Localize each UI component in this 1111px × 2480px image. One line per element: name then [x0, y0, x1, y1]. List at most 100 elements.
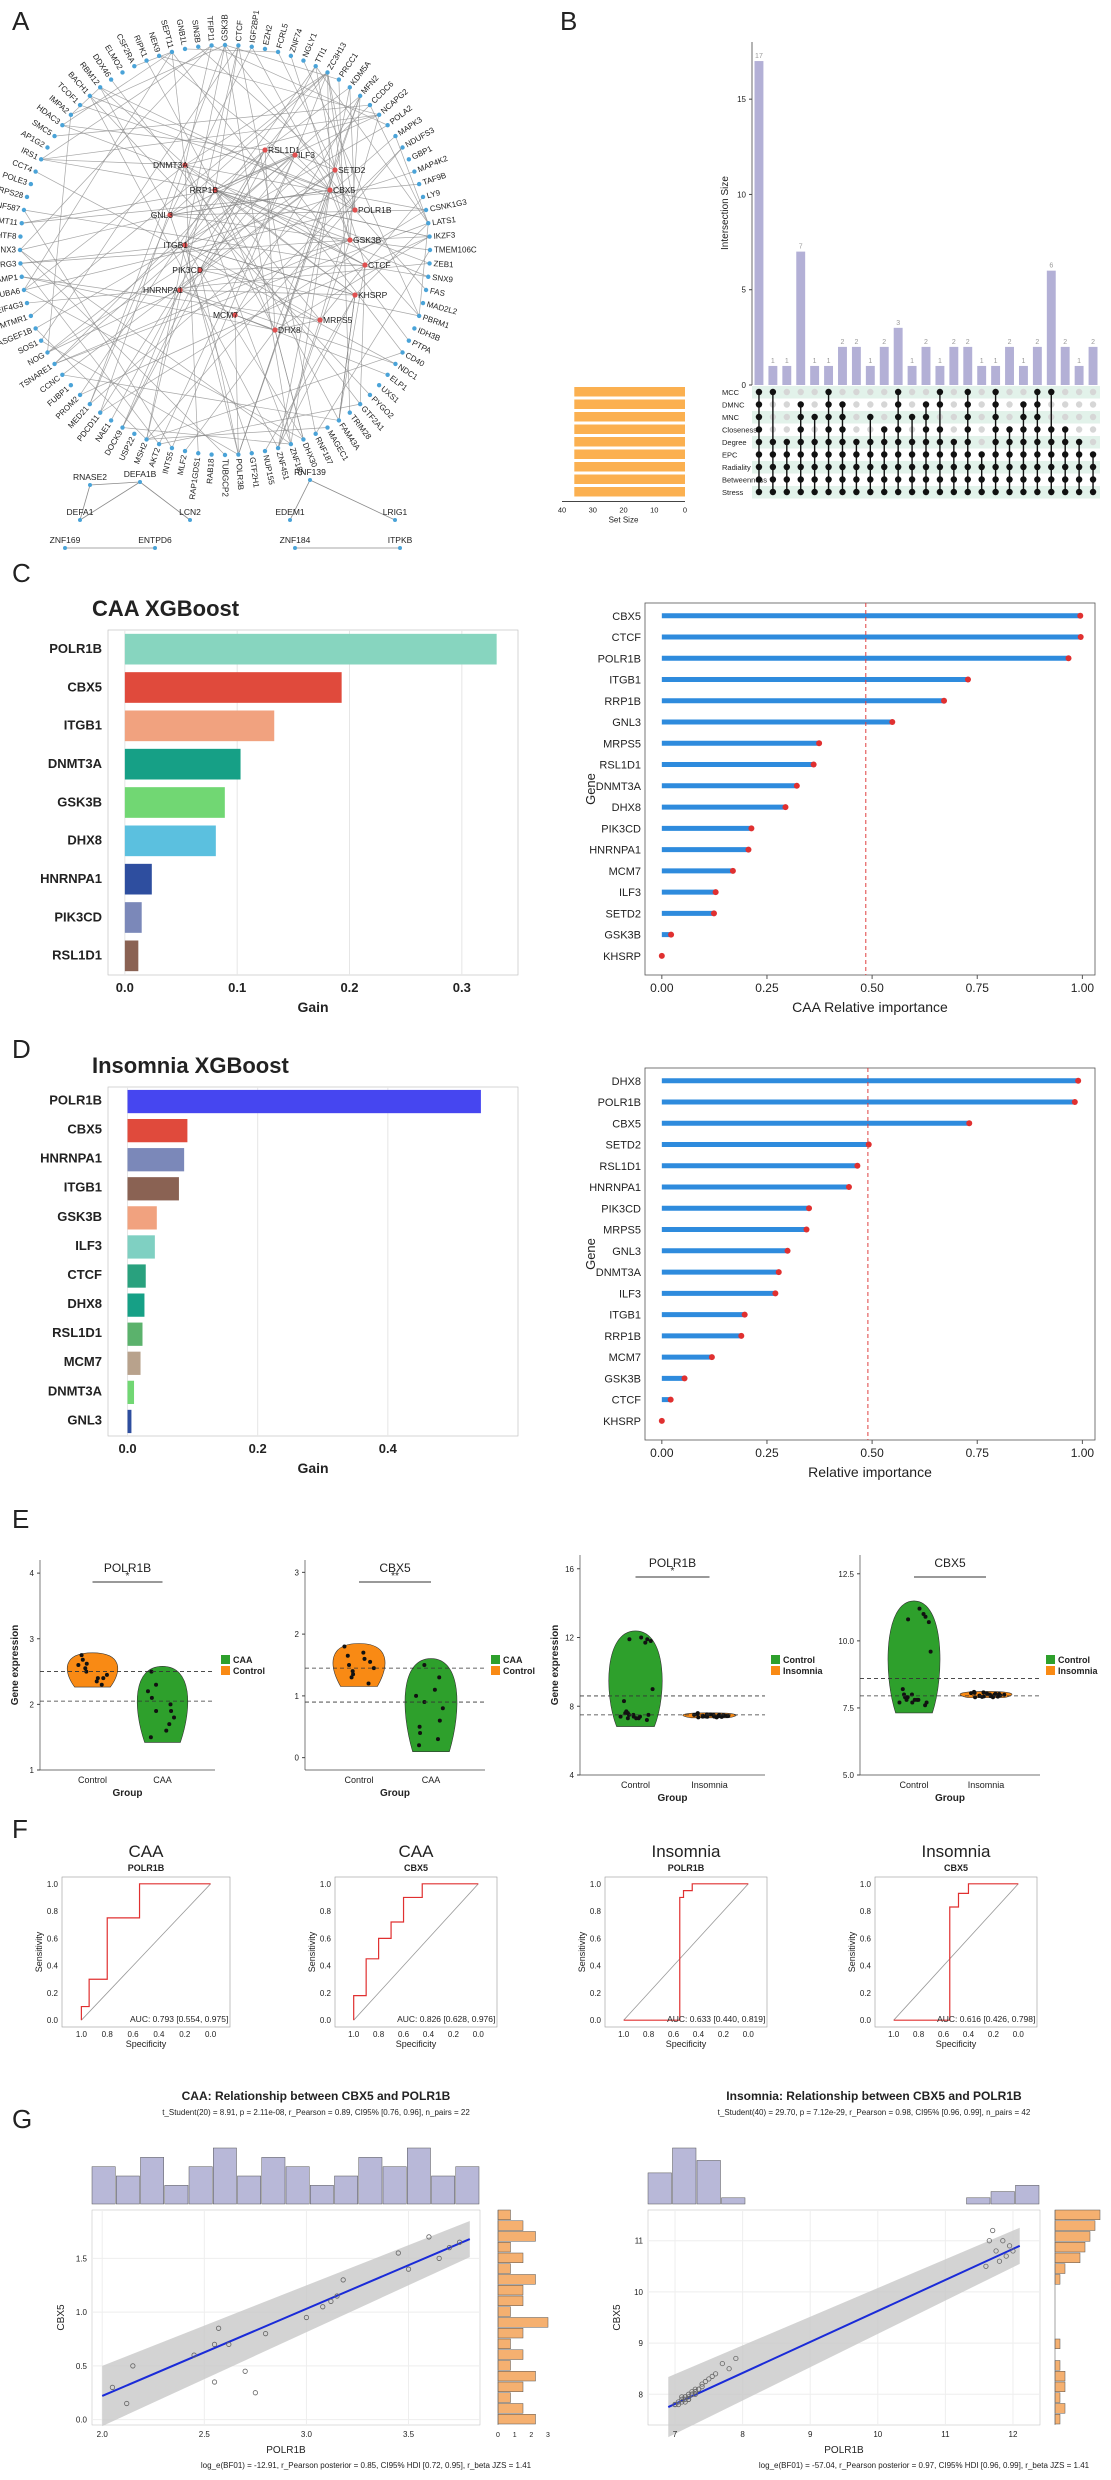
significance-label: *: [126, 1571, 130, 1582]
network-edge: [184, 45, 212, 166]
network-node: [52, 361, 57, 367]
network-node-label: DEFA1: [67, 507, 94, 517]
matrix-dot-filled: [1034, 426, 1041, 433]
gene-label: SETD2: [606, 908, 641, 920]
data-point: [342, 1644, 347, 1649]
network-edge: [264, 149, 276, 331]
group-tick-label: Control: [344, 1775, 373, 1785]
violin-body: [67, 1652, 118, 1688]
network-node: [188, 518, 192, 522]
data-point: [969, 1691, 974, 1696]
data-point: [672, 2401, 678, 2408]
network-edge: [238, 45, 317, 434]
matrix-dot-filled: [797, 488, 804, 496]
network-edge: [171, 51, 403, 353]
data-point: [440, 1706, 445, 1711]
data-point: [644, 1718, 649, 1722]
network-node-label: RAP1GDS1: [188, 456, 203, 500]
network-edge: [70, 87, 101, 116]
y-tick-label: 3: [30, 1635, 35, 1644]
matrix-dot-filled: [881, 488, 888, 496]
matrix-dot-filled: [867, 488, 874, 496]
network-node-label: TFIP11: [205, 16, 216, 43]
network-edge: [89, 95, 371, 396]
chart-title: Insomnia: [922, 1842, 992, 1861]
matrix-dot-empty: [783, 413, 790, 421]
lollipop-dot: [782, 804, 789, 811]
matrix-dot-filled: [825, 463, 832, 471]
data-point: [621, 1699, 626, 1704]
matrix-dot-filled: [825, 438, 832, 446]
network-node-label: ZNF74: [288, 27, 305, 54]
matrix-dot-filled: [769, 476, 777, 483]
data-point: [631, 1712, 636, 1717]
gene-label: HNRNPA1: [589, 845, 641, 857]
y-tick-label: 15: [737, 95, 746, 104]
category-label: DNMT3A: [48, 1383, 103, 1398]
gain-bar: [124, 825, 216, 857]
marginal-hist-bar-side: [1054, 2360, 1061, 2371]
network-edge: [184, 244, 304, 440]
matrix-dot-filled: [1089, 476, 1097, 483]
network-edge: [158, 154, 296, 445]
data-point: [252, 2390, 258, 2396]
network-edge: [277, 319, 321, 449]
matrix-dot-filled: [894, 488, 902, 496]
data-point: [706, 2376, 712, 2382]
matrix-dot-filled: [1006, 451, 1013, 458]
intersection-bar: [782, 365, 792, 385]
network-edge: [234, 314, 388, 376]
matrix-dot-empty: [1075, 413, 1083, 421]
gene-label: CTCF: [612, 1395, 642, 1407]
data-point: [154, 1682, 159, 1687]
gain-bar: [127, 1235, 155, 1259]
set-size-bar: [574, 487, 685, 497]
matrix-dot-filled: [755, 476, 763, 483]
data-point: [639, 1635, 644, 1640]
network-edge: [99, 149, 266, 413]
data-point: [422, 1663, 427, 1667]
matrix-dot-filled: [825, 488, 832, 496]
network-edge: [100, 209, 427, 413]
matrix-dot-filled: [894, 388, 902, 396]
matrix-dot-empty: [783, 426, 790, 433]
regression-line: [667, 2244, 1021, 2408]
x-tick-label: 10: [873, 2430, 882, 2439]
network-node-label: ZNF587: [0, 199, 21, 214]
network-node: [275, 445, 281, 451]
data-point: [347, 1663, 352, 1667]
intersection-bar: [865, 365, 875, 385]
matrix-dot-filled: [1062, 463, 1069, 471]
matrix-dot-filled: [867, 451, 874, 458]
data-point: [303, 2314, 310, 2321]
marginal-hist-bar-side: [1054, 2252, 1081, 2263]
network-node: [427, 261, 432, 266]
data-point: [689, 2391, 695, 2397]
matrix-dot-filled: [1048, 451, 1055, 458]
network-node-label: NEK9: [147, 31, 162, 54]
matrix-dot-filled: [992, 438, 999, 446]
matrix-dot-filled: [853, 438, 860, 446]
lollipop-dot: [816, 740, 823, 747]
marginal-hist-bar-side: [497, 2381, 524, 2392]
legend-swatch: [221, 1666, 230, 1675]
x-tick-label: 0.2: [340, 980, 358, 995]
data-point: [167, 1722, 172, 1727]
network-edge: [274, 236, 430, 331]
network-edge: [309, 479, 396, 521]
matrix-dot-filled: [964, 388, 971, 396]
network-node-label: INTS5: [161, 450, 176, 475]
marginal-hist-bar-side: [497, 2220, 524, 2231]
data-point: [703, 1714, 708, 1719]
matrix-dot-filled: [936, 476, 944, 483]
network-hub-node: [197, 267, 203, 273]
matrix-dot-filled: [1048, 388, 1055, 396]
data-point: [712, 2371, 719, 2377]
matrix-dot-empty: [811, 401, 818, 408]
group-tick-label: Control: [621, 1780, 650, 1790]
data-point: [692, 2386, 698, 2392]
network-node: [393, 361, 398, 367]
y-tick-label: 0.2: [320, 1989, 332, 1998]
network-edge: [234, 314, 276, 331]
panel-label-C: C: [12, 558, 31, 588]
